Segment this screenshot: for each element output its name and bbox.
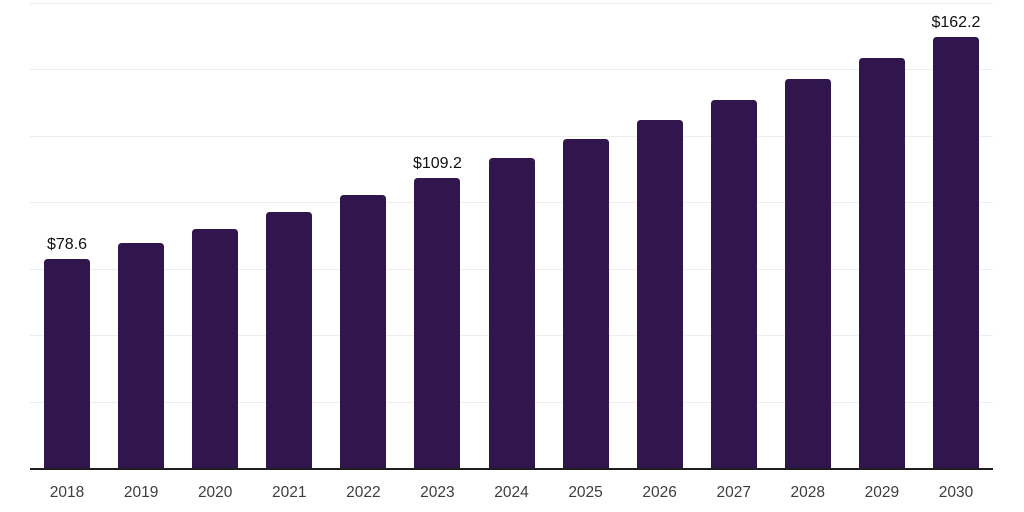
x-tick-label-2030: 2030 [938, 484, 974, 501]
bar-2029 [858, 57, 905, 468]
value-label-2023: $109.2 [412, 154, 462, 172]
bar-2020 [192, 229, 239, 468]
bar-2028 [784, 78, 831, 468]
bar-2019 [118, 243, 165, 468]
value-label-2030: $162.2 [931, 14, 981, 31]
x-tick-label-2027: 2027 [716, 484, 751, 501]
bar-2030 [932, 37, 979, 468]
x-tick-label-2023: 2023 [420, 484, 455, 501]
gridline-175 [30, 3, 993, 4]
x-tick-label-2020: 2020 [197, 484, 233, 501]
bar-2027 [710, 100, 757, 468]
bar-2018 [44, 259, 91, 468]
gridline-125 [30, 135, 993, 137]
x-tick-label-2022: 2022 [346, 484, 381, 501]
x-tick-label-2021: 2021 [272, 484, 307, 501]
bar-2022 [340, 195, 387, 468]
x-axis-line [30, 468, 993, 470]
value-label-2018: $78.6 [47, 236, 88, 254]
x-tick-label-2029: 2029 [864, 484, 900, 501]
x-tick-label-2024: 2024 [494, 484, 529, 501]
x-tick-label-2019: 2019 [123, 484, 159, 501]
bar-2026 [636, 119, 683, 468]
x-tick-label-2026: 2026 [642, 484, 677, 501]
x-tick-label-2025: 2025 [568, 484, 603, 501]
bar-2021 [266, 211, 313, 468]
bar-2023 [414, 177, 461, 468]
x-tick-label-2018: 2018 [49, 484, 85, 501]
bar-2024 [488, 157, 535, 468]
bar-2025 [562, 139, 609, 468]
gridline-150 [30, 69, 993, 71]
x-tick-label-2028: 2028 [790, 484, 826, 501]
